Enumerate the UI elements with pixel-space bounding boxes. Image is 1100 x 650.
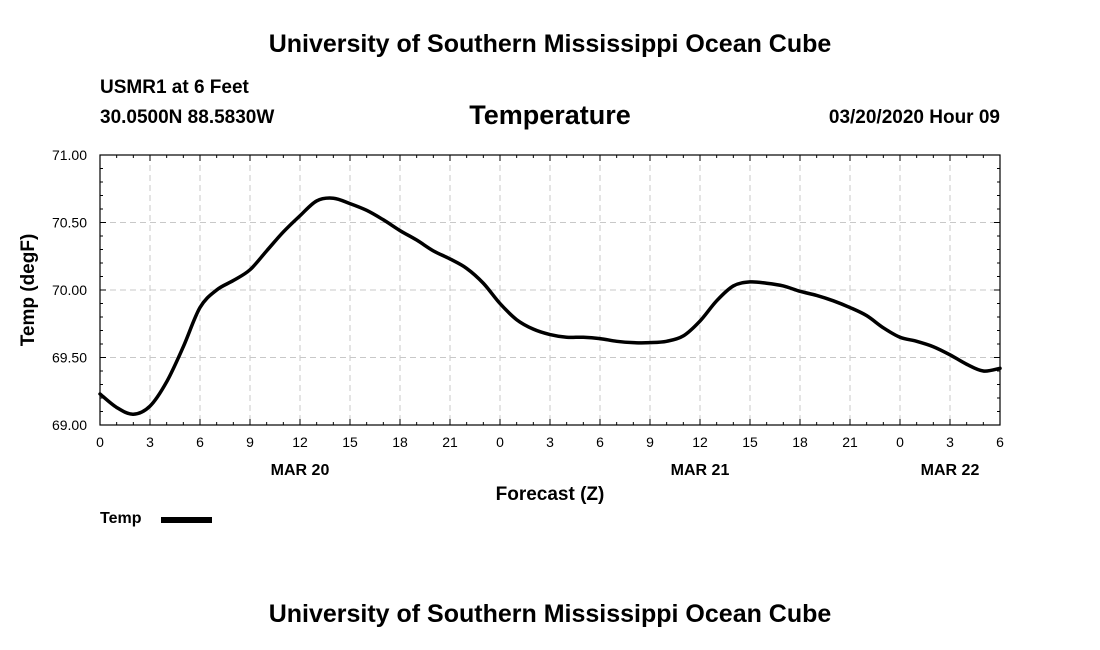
y-tick-labels: 69.00 69.50 70.00 70.50 71.00 — [52, 147, 87, 433]
plot-frame — [99, 154, 1001, 426]
y-tick-label: 69.50 — [52, 350, 87, 366]
timestamp: 03/20/2020 Hour 09 — [828, 107, 1000, 128]
x-tick-label: 3 — [946, 434, 954, 450]
x-tick-label: 6 — [196, 434, 204, 450]
x-tick-label: 9 — [646, 434, 654, 450]
x-tick-label: 21 — [842, 434, 858, 450]
axes — [99, 154, 1001, 426]
legend-swatch — [161, 517, 212, 523]
x-tick-label: 12 — [692, 434, 708, 450]
x-tick-labels: 0 3 6 9 12 15 18 21 0 3 6 9 12 15 18 21 0 3 6 — [96, 434, 1004, 450]
y-tick-label: 71.00 — [52, 147, 87, 163]
x-axis-label: Forecast (Z) — [496, 484, 605, 505]
y-tick-label: 69.00 — [52, 417, 87, 433]
x-tick-label: 0 — [496, 434, 504, 450]
x-tick-label: 15 — [742, 434, 758, 450]
org-title-top: University of Southern Mississippi Ocean… — [268, 30, 832, 58]
series-lines — [98, 196, 1002, 416]
station-coords: 30.0500N 88.5830W — [100, 107, 275, 128]
station-label: USMR1 at 6 Feet — [100, 77, 249, 98]
x-tick-label: 0 — [896, 434, 904, 450]
x-tick-label: 9 — [246, 434, 254, 450]
legend-label: Temp — [100, 510, 142, 527]
x-tick-label: 6 — [996, 434, 1004, 450]
grid-lines — [100, 155, 1000, 425]
y-tick-label: 70.00 — [52, 282, 87, 298]
y-axis-label: Temp (degF) — [18, 234, 39, 347]
temp-series-line — [98, 196, 1002, 416]
date-label: MAR 20 — [271, 462, 330, 479]
org-title-bottom: University of Southern Mississippi Ocean… — [268, 600, 832, 628]
x-tick-label: 18 — [792, 434, 808, 450]
date-labels: MAR 20 MAR 21 MAR 22 — [271, 462, 980, 479]
x-tick-label: 3 — [146, 434, 154, 450]
x-tick-label: 6 — [596, 434, 604, 450]
x-tick-label: 15 — [342, 434, 358, 450]
parameter-title: Temperature — [469, 100, 631, 130]
y-tick-label: 70.50 — [52, 215, 87, 231]
x-tick-label: 0 — [96, 434, 104, 450]
date-label: MAR 21 — [671, 462, 730, 479]
x-tick-label: 12 — [292, 434, 308, 450]
date-label: MAR 22 — [921, 462, 980, 479]
x-tick-label: 18 — [392, 434, 408, 450]
x-tick-label: 21 — [442, 434, 458, 450]
x-tick-label: 3 — [546, 434, 554, 450]
